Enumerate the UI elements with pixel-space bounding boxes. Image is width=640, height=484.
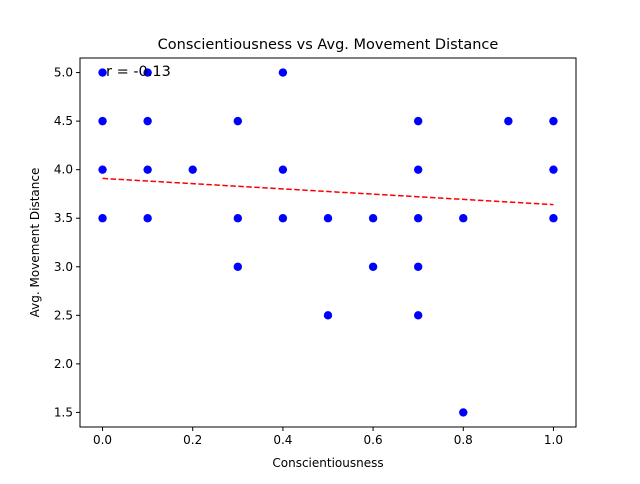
data-point [143,116,152,126]
data-point [278,214,288,223]
x-tick-label: 0.2 [183,433,202,447]
x-tick-label: 1.0 [544,433,563,447]
data-point [233,262,243,271]
data-point [459,214,468,223]
data-point [368,214,378,223]
x-axis-label: Conscientiousness [272,456,383,470]
data-point [413,165,423,174]
y-tick-label: 4.0 [54,163,73,177]
y-tick-label: 4.5 [54,114,73,128]
data-point [233,116,243,126]
data-point [98,68,107,77]
y-tick-label: 3.5 [54,211,73,225]
y-tick-label: 5.0 [54,66,73,80]
data-point [413,311,423,320]
y-tick-label: 2.5 [54,308,73,322]
data-point [233,214,243,223]
y-axis-label: Avg. Movement Distance [28,168,42,318]
data-point [413,214,423,223]
data-point [98,214,107,223]
x-tick-label: 0.6 [364,433,383,447]
data-point [459,408,468,417]
data-point [188,165,197,174]
data-point [278,165,288,174]
x-tick-label: 0.8 [454,433,473,447]
y-tick-label: 1.5 [54,405,73,419]
x-axis-ticks: 0.0 0.2 0.4 0.6 0.8 1.0 [93,427,563,447]
data-point [323,214,333,223]
data-point [368,262,378,271]
data-point [143,165,152,174]
trend-line [102,177,554,206]
data-point [323,311,333,320]
data-point [98,116,107,126]
data-point [143,68,152,77]
data-point [504,116,513,126]
y-tick-label: 2.0 [54,357,73,371]
y-tick-label: 3.0 [54,260,73,274]
data-point [413,262,423,271]
plot-area-frame [79,57,577,428]
data-point [549,214,558,223]
chart-title: Conscientiousness vs Avg. Movement Dista… [158,37,499,53]
data-point [98,165,107,174]
data-point [278,68,288,77]
data-point [143,214,152,223]
data-point [413,116,423,126]
x-tick-label: 0.0 [93,433,112,447]
data-point [549,165,558,174]
correlation-annotation: r = -0.13 [106,64,171,80]
data-point [549,116,558,126]
plot-marks [98,68,558,417]
x-tick-label: 0.4 [273,433,292,447]
y-axis-ticks: 1.5 2.0 2.5 3.0 3.5 4.0 4.5 5.0 [54,66,80,419]
